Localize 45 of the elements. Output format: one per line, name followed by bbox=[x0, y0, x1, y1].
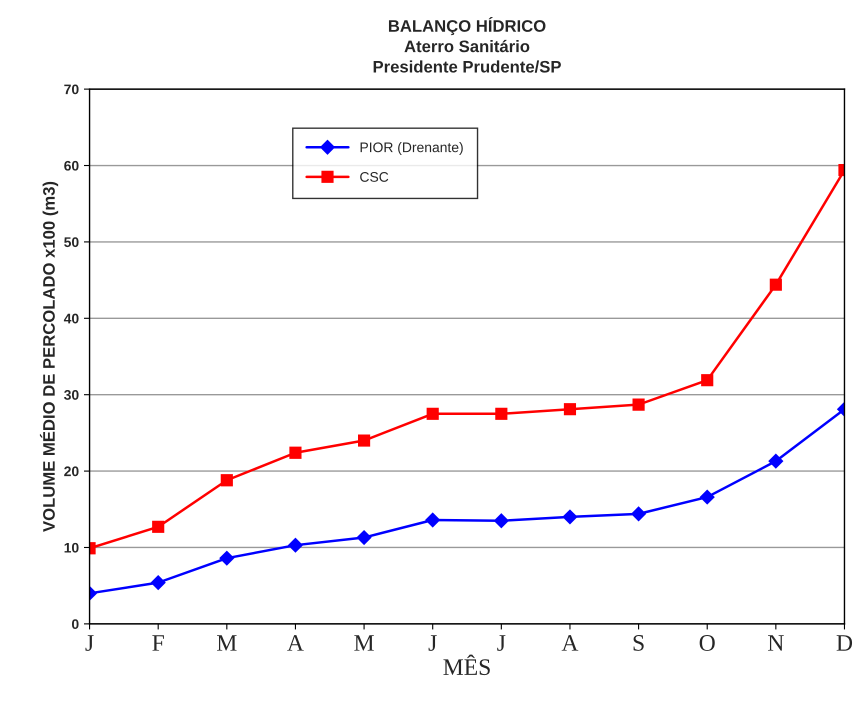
point bbox=[356, 530, 372, 545]
point bbox=[219, 550, 234, 566]
legend-label: CSC bbox=[360, 172, 388, 182]
y-tick-label: 0 bbox=[72, 619, 79, 630]
x-axis-title: MÊS bbox=[443, 654, 490, 676]
x-tick-label: F bbox=[152, 635, 164, 651]
x-tick-label: J bbox=[85, 635, 94, 651]
x-tick-label: M bbox=[354, 635, 374, 651]
point bbox=[150, 575, 166, 590]
point bbox=[564, 403, 576, 416]
point bbox=[289, 446, 302, 459]
x-tick-label: O bbox=[700, 635, 715, 651]
point bbox=[494, 513, 509, 528]
y-axis-title: VOLUME MÉDIO DE PERCOLADO x100 (m3) bbox=[40, 182, 58, 532]
x-tick-label: A bbox=[287, 635, 304, 651]
point bbox=[495, 408, 508, 420]
chart-title: BALANÇO HÍDRICO Aterro Sanitário Presidente Prudente/SP bbox=[374, 16, 561, 73]
point bbox=[426, 408, 439, 420]
point bbox=[562, 510, 578, 524]
point bbox=[220, 474, 233, 486]
x-tick-label: M bbox=[217, 635, 237, 651]
point bbox=[358, 434, 370, 447]
point bbox=[425, 512, 440, 528]
x-tick-label: S bbox=[634, 635, 644, 651]
point bbox=[152, 520, 164, 533]
x-tick-label: J bbox=[497, 635, 506, 651]
y-tick-label: 70 bbox=[64, 84, 79, 94]
x-tick-label: J bbox=[428, 635, 437, 651]
point bbox=[632, 398, 645, 411]
y-tick-label: 60 bbox=[64, 160, 79, 171]
point bbox=[288, 538, 303, 553]
y-tick-label: 40 bbox=[64, 314, 79, 324]
x-tick-label: D bbox=[836, 635, 852, 651]
point bbox=[770, 278, 782, 291]
y-tick-label: 10 bbox=[64, 542, 79, 553]
y-tick-label: 30 bbox=[64, 390, 79, 400]
point bbox=[768, 454, 784, 469]
x-tick-label: N bbox=[768, 635, 784, 651]
point bbox=[631, 506, 646, 522]
y-tick-label: 20 bbox=[64, 466, 79, 476]
point bbox=[701, 374, 714, 386]
y-tick-label: 50 bbox=[64, 237, 79, 248]
x-tick-label: A bbox=[562, 635, 578, 651]
point bbox=[700, 490, 715, 504]
legend-label: PIOR (Drenante) bbox=[360, 142, 463, 155]
